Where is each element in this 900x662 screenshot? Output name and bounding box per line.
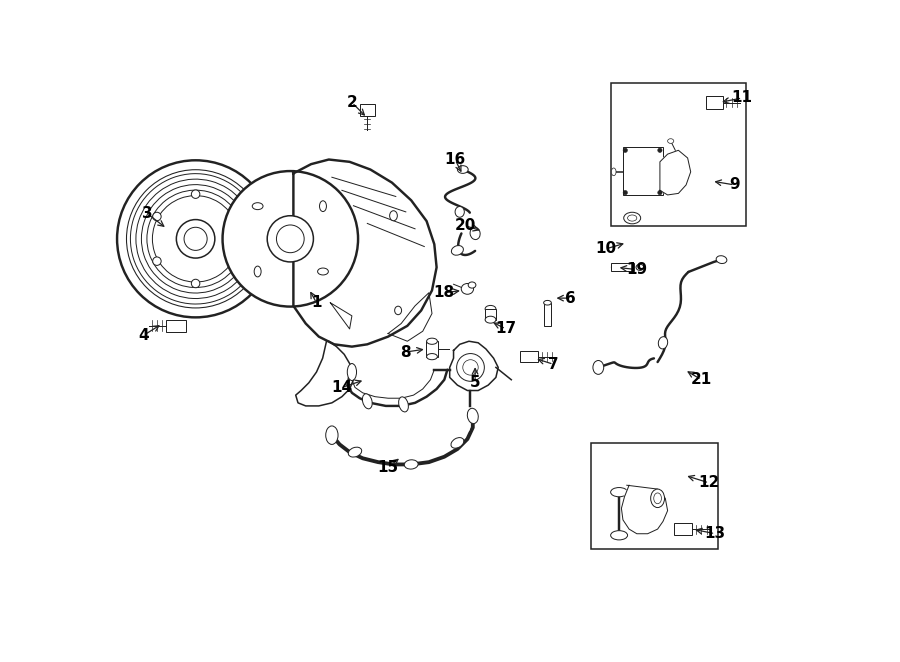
Text: 19: 19 [626, 262, 647, 277]
Circle shape [267, 216, 313, 262]
Circle shape [456, 354, 484, 381]
Bar [544, 303, 551, 326]
Ellipse shape [404, 460, 419, 469]
Circle shape [184, 227, 207, 250]
Ellipse shape [716, 256, 727, 263]
Bar [611, 263, 634, 271]
Circle shape [222, 171, 358, 307]
Text: 21: 21 [691, 372, 712, 387]
Ellipse shape [452, 246, 464, 256]
Ellipse shape [457, 166, 468, 173]
Text: 10: 10 [596, 242, 617, 256]
Circle shape [230, 213, 238, 220]
Bar [520, 352, 538, 362]
Ellipse shape [485, 305, 496, 312]
Ellipse shape [668, 139, 674, 144]
Text: 20: 20 [454, 218, 476, 233]
Circle shape [153, 213, 161, 220]
Ellipse shape [394, 307, 401, 314]
Bar [706, 97, 723, 109]
Bar [426, 341, 438, 357]
Text: 3: 3 [142, 206, 152, 221]
Ellipse shape [461, 283, 473, 295]
Ellipse shape [611, 168, 616, 175]
Polygon shape [621, 485, 668, 534]
Text: 6: 6 [565, 291, 576, 306]
Bar [623, 147, 663, 195]
Text: 11: 11 [732, 91, 752, 105]
Text: 15: 15 [377, 460, 399, 475]
Circle shape [153, 257, 161, 265]
Circle shape [230, 257, 238, 265]
Ellipse shape [651, 489, 664, 508]
Ellipse shape [653, 493, 662, 504]
Ellipse shape [427, 354, 437, 359]
Circle shape [658, 148, 662, 152]
Ellipse shape [624, 213, 641, 224]
Text: 14: 14 [331, 380, 353, 395]
Circle shape [192, 279, 200, 288]
Polygon shape [450, 341, 499, 391]
Bar [360, 104, 375, 117]
Ellipse shape [347, 363, 356, 381]
Ellipse shape [544, 301, 552, 305]
Ellipse shape [252, 203, 263, 210]
Ellipse shape [455, 207, 464, 217]
Polygon shape [296, 341, 354, 406]
Text: 2: 2 [346, 95, 357, 110]
Ellipse shape [320, 201, 327, 212]
Ellipse shape [470, 227, 481, 240]
Ellipse shape [318, 268, 328, 275]
Circle shape [192, 190, 200, 199]
Circle shape [658, 191, 662, 195]
Ellipse shape [611, 263, 622, 271]
Ellipse shape [348, 447, 362, 457]
Bar [611, 83, 746, 226]
Text: 5: 5 [470, 375, 481, 391]
Text: 1: 1 [311, 295, 321, 310]
Ellipse shape [326, 426, 338, 444]
Ellipse shape [254, 266, 261, 277]
Ellipse shape [636, 264, 644, 270]
Text: 16: 16 [445, 152, 465, 167]
Ellipse shape [610, 487, 627, 496]
Ellipse shape [593, 361, 604, 374]
Ellipse shape [467, 408, 478, 424]
Ellipse shape [658, 337, 668, 349]
Polygon shape [388, 293, 432, 341]
Circle shape [176, 220, 215, 258]
Text: 13: 13 [705, 526, 726, 542]
Ellipse shape [627, 215, 637, 221]
Ellipse shape [427, 338, 437, 344]
Bar [674, 523, 692, 536]
Circle shape [623, 148, 627, 152]
Text: 9: 9 [729, 177, 740, 193]
Polygon shape [293, 160, 436, 347]
Circle shape [623, 191, 627, 195]
Text: 18: 18 [434, 285, 454, 301]
Text: 8: 8 [400, 344, 411, 359]
Ellipse shape [451, 438, 464, 448]
Text: 4: 4 [139, 328, 149, 342]
Ellipse shape [390, 211, 397, 220]
Circle shape [276, 225, 304, 253]
Ellipse shape [399, 397, 409, 412]
Ellipse shape [468, 282, 476, 288]
Text: 7: 7 [548, 357, 559, 372]
Text: 17: 17 [495, 322, 517, 336]
Bar [485, 309, 496, 320]
Ellipse shape [610, 531, 627, 540]
Ellipse shape [363, 394, 373, 409]
Ellipse shape [485, 316, 496, 323]
Circle shape [463, 359, 478, 375]
Bar [590, 443, 717, 549]
Text: 12: 12 [698, 475, 720, 491]
Bar [166, 320, 186, 332]
Polygon shape [660, 150, 690, 195]
